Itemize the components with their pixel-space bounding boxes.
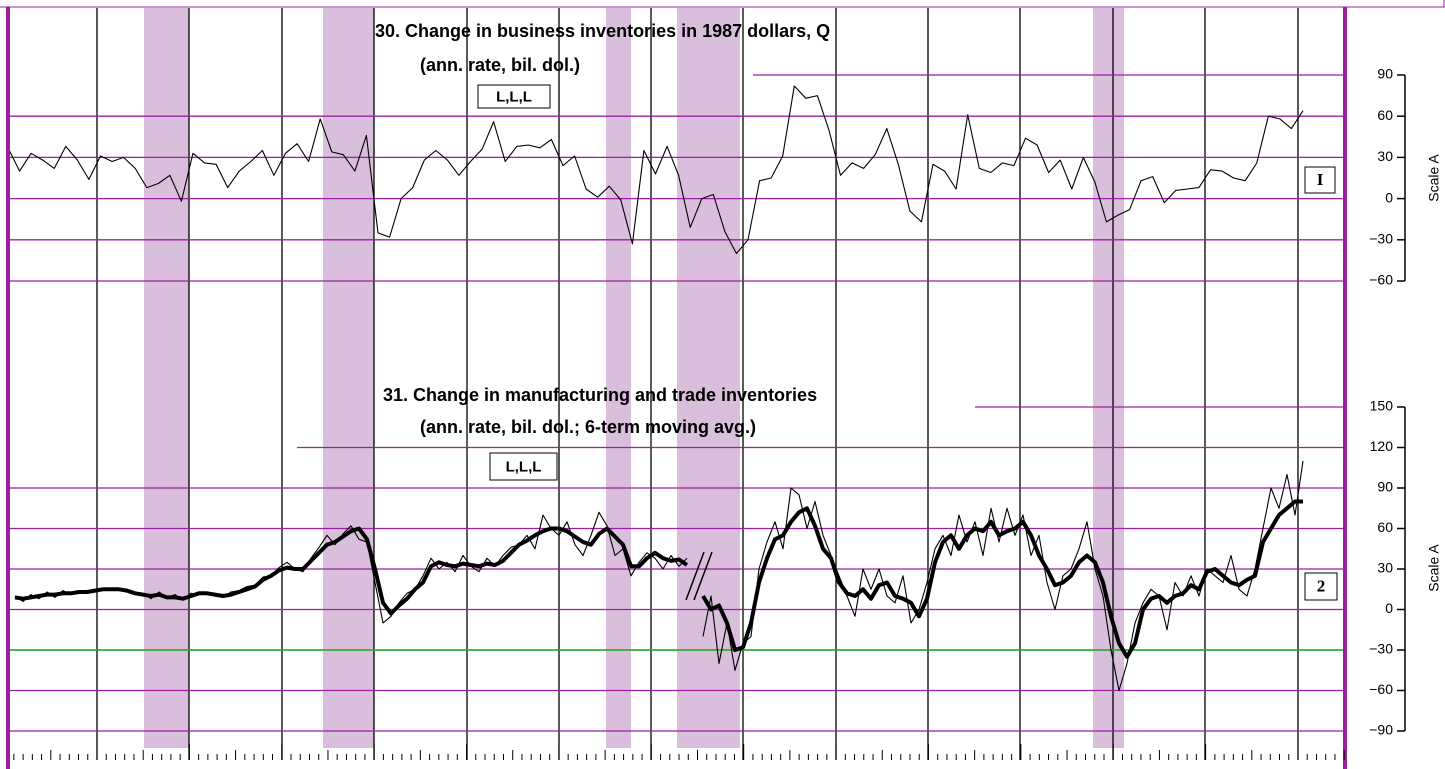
y-tick-label: 150: [1370, 398, 1394, 414]
badge: L,L,L: [496, 88, 532, 105]
y-tick-label: 90: [1377, 479, 1393, 495]
panel-title: 30. Change in business inventories in 19…: [375, 21, 830, 41]
y-tick-label: −60: [1369, 681, 1393, 697]
panel-subtitle: (ann. rate, bil. dol.): [420, 55, 580, 75]
panel-subtitle: (ann. rate, bil. dol.; 6-term moving avg…: [420, 417, 756, 437]
break-mark: [693, 551, 713, 601]
x-ticks: [13, 744, 1345, 760]
y-tick-label: −60: [1369, 272, 1393, 288]
moving-average-line: [14, 499, 1303, 659]
vertical-lines: [96, 8, 1299, 760]
panel-label: I: [1317, 170, 1324, 189]
recession-band: [144, 8, 189, 748]
recession-bands: [144, 8, 1124, 748]
y-axis-label: Scale A: [1426, 154, 1442, 202]
panel-label: 2: [1317, 576, 1326, 595]
badge-box: [489, 452, 558, 481]
y-axis-label: Scale A: [1426, 544, 1442, 592]
y-tick-label: 30: [1377, 148, 1393, 164]
y-tick-label: −30: [1369, 641, 1393, 657]
series: [7, 85, 1304, 692]
y-tick-label: 0: [1385, 189, 1393, 205]
y-tick-label: 30: [1377, 560, 1393, 576]
y-tick-label: 0: [1385, 600, 1393, 616]
break-mark: [685, 551, 705, 601]
recession-band: [606, 8, 631, 748]
y-tick-label: 90: [1377, 66, 1393, 82]
series-break: [685, 551, 713, 601]
data-line: [7, 85, 1304, 255]
grid: [8, 74, 1345, 732]
panel-label-box: [1304, 166, 1336, 194]
y-tick-label: −90: [1369, 722, 1393, 738]
badge: L,L,L: [506, 458, 542, 475]
y-tick-label: 60: [1377, 107, 1393, 123]
recession-band: [323, 8, 374, 748]
y-tick-label: −30: [1369, 231, 1393, 247]
labels: 90 60 30 0 −30 −60 Scale A 30. Change in busine…: [375, 21, 1442, 738]
recession-band: [1093, 8, 1124, 748]
axes: [1397, 74, 1406, 732]
badge-box: [477, 84, 551, 109]
panel-label-box: [1304, 572, 1338, 601]
panel-title: 31. Change in manufacturing and trade in…: [383, 385, 817, 405]
y-tick-label: 120: [1370, 438, 1394, 454]
y-tick-label: 60: [1377, 519, 1393, 535]
